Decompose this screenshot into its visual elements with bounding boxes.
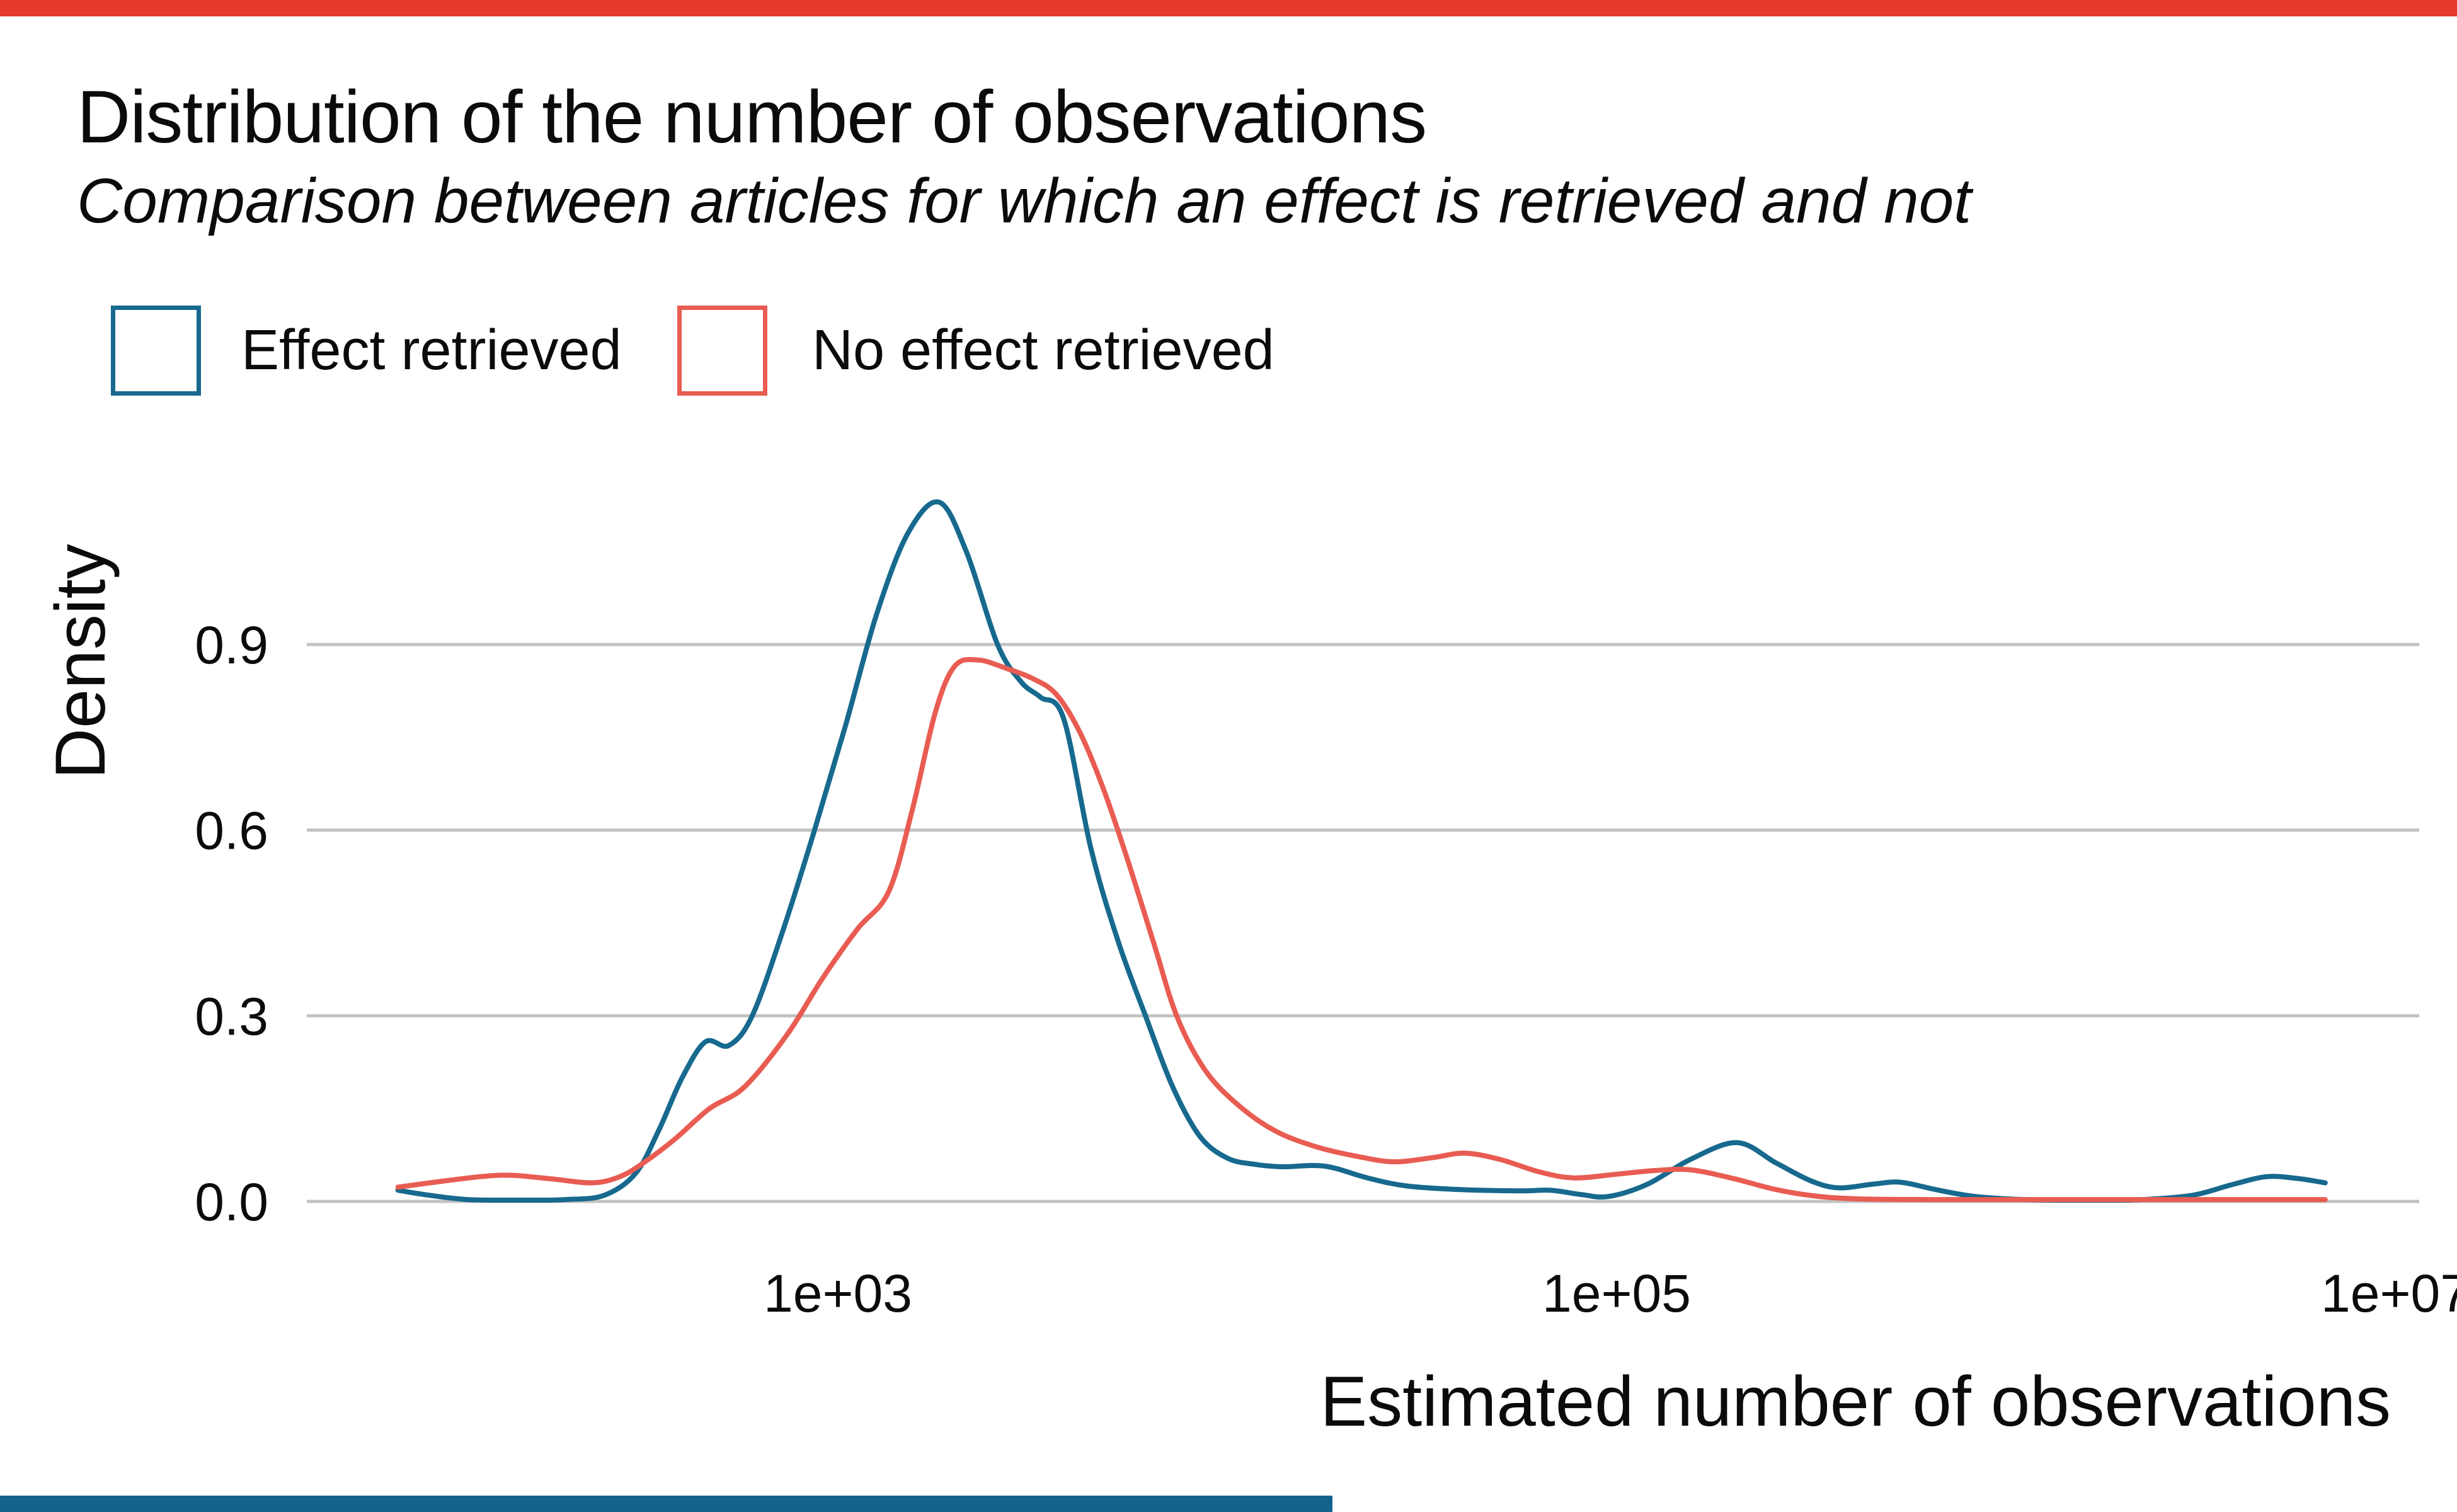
y-tick-0.6: 0.6: [195, 801, 268, 861]
chart-subtitle: Comparison between articles for which an…: [77, 166, 1972, 236]
chart-title: Distribution of the number of observatio…: [77, 76, 1427, 159]
top-accent-bar: [0, 0, 2457, 16]
x-axis-title: Estimated number of observations: [1320, 1362, 2391, 1441]
x-tick-1e+03: 1e+03: [764, 1264, 912, 1323]
y-tick-0.9: 0.9: [195, 616, 268, 675]
x-tick-1e+07: 1e+07: [2321, 1264, 2457, 1323]
y-tick-0.3: 0.3: [195, 987, 268, 1046]
density-curves: [395, 499, 2328, 1203]
legend-swatch-effect-retrieved: [111, 306, 201, 396]
bottom-accent-bar: [0, 1496, 1332, 1512]
y-tick-0.0: 0.0: [195, 1172, 268, 1232]
gridlines: [307, 643, 2419, 1203]
legend-label-no-effect-retrieved: No effect retrieved: [812, 319, 1274, 382]
density-curve-effect-retrieved: [395, 499, 2328, 1203]
legend-label-effect-retrieved: Effect retrieved: [241, 319, 622, 382]
legend-swatch-no-effect-retrieved: [677, 306, 767, 396]
x-tick-labels: 1e+03 1e+05 1e+07: [764, 1264, 2457, 1323]
x-tick-1e+05: 1e+05: [1542, 1264, 1691, 1323]
density-curve-no-effect-retrieved: [395, 656, 2328, 1203]
y-tick-labels: 0.0 0.3 0.6 0.9: [195, 616, 268, 1232]
